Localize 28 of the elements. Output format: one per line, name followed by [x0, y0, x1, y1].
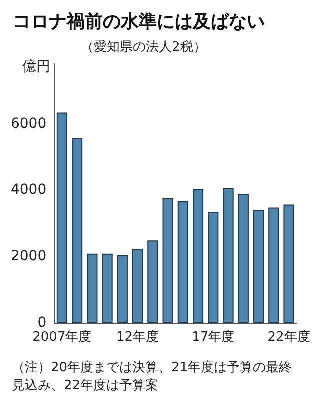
- x-tick-label: 2007年度: [32, 329, 92, 345]
- y-tick-label: 4000: [10, 182, 47, 198]
- y-tick-label: 6000: [10, 116, 47, 132]
- bar: [102, 254, 113, 323]
- bar: [253, 210, 264, 323]
- bar: [208, 212, 219, 323]
- bar: [117, 255, 128, 323]
- bar: [178, 201, 188, 323]
- bar: [87, 254, 98, 323]
- bar: [148, 240, 158, 323]
- bar: [72, 138, 83, 323]
- y-tick-label: 0: [38, 315, 47, 331]
- y-axis-title: 億円: [22, 59, 51, 75]
- bar: [268, 208, 280, 323]
- bar: [192, 189, 204, 323]
- bar: [162, 198, 174, 323]
- chart-title: コロナ禍前の水準には及ばない: [13, 12, 265, 32]
- bar: [223, 188, 234, 323]
- bar: [132, 248, 144, 323]
- text: （注）20年度までは決算、21年度は予算の最終見込み、22年度は予算案: [12, 360, 292, 394]
- bar: [56, 112, 68, 323]
- bar: [284, 204, 294, 323]
- chart-subtitle: （愛知県の法人2税）: [81, 40, 206, 55]
- x-tick-label: 22年度: [268, 329, 310, 345]
- x-tick-label: 17年度: [192, 329, 235, 345]
- bar: [238, 194, 249, 323]
- y-tick-label: 2000: [10, 248, 47, 265]
- x-tick-label: 12年度: [116, 329, 160, 345]
